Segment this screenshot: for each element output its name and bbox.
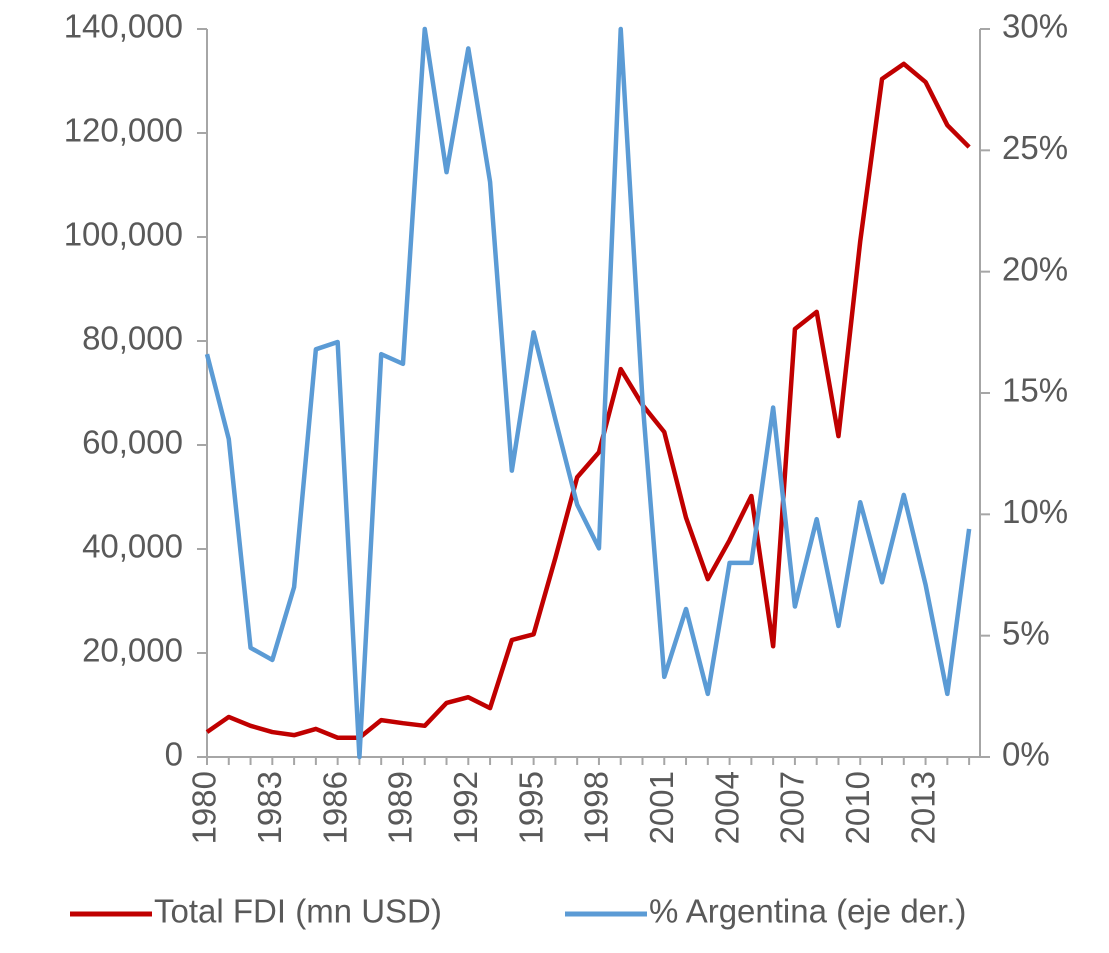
series-line — [205, 61, 971, 741]
y-tick-label: 20,000 — [82, 632, 183, 669]
legend-label: Total FDI (mn USD) — [154, 893, 442, 930]
y2-tick-label: 10% — [1002, 493, 1068, 530]
x-tick-label: 2001 — [643, 771, 680, 844]
x-tick-label: 1983 — [251, 771, 288, 844]
x-tick-label: 2013 — [904, 771, 941, 844]
x-tick-label: 1980 — [186, 771, 223, 844]
y-tick-label: 60,000 — [82, 424, 183, 461]
y-tick-label: 80,000 — [82, 320, 183, 357]
y-tick-label: 120,000 — [64, 112, 183, 149]
x-tick-label: 2007 — [774, 771, 811, 844]
y2-tick-label: 15% — [1002, 372, 1068, 409]
y2-tick-label: 5% — [1002, 614, 1050, 651]
x-tick-label: 1989 — [382, 771, 419, 844]
y2-tick-label: 30% — [1002, 8, 1068, 45]
y2-tick-label: 25% — [1002, 129, 1068, 166]
x-tick-label: 2004 — [708, 771, 745, 844]
x-tick-label: 1998 — [578, 771, 615, 844]
x-tick-label: 1992 — [447, 771, 484, 844]
y-tick-label: 140,000 — [64, 8, 183, 45]
y2-tick-label: 0% — [1002, 736, 1050, 773]
y-tick-label: 0 — [165, 736, 183, 773]
y2-tick-label: 20% — [1002, 250, 1068, 287]
series-line — [204, 26, 972, 760]
legend-label: % Argentina (eje der.) — [649, 893, 966, 930]
x-tick-label: 1995 — [512, 771, 549, 844]
y-tick-label: 40,000 — [82, 528, 183, 565]
x-tick-label: 1986 — [316, 771, 353, 844]
y-tick-label: 100,000 — [64, 216, 183, 253]
x-tick-label: 2010 — [839, 771, 876, 844]
